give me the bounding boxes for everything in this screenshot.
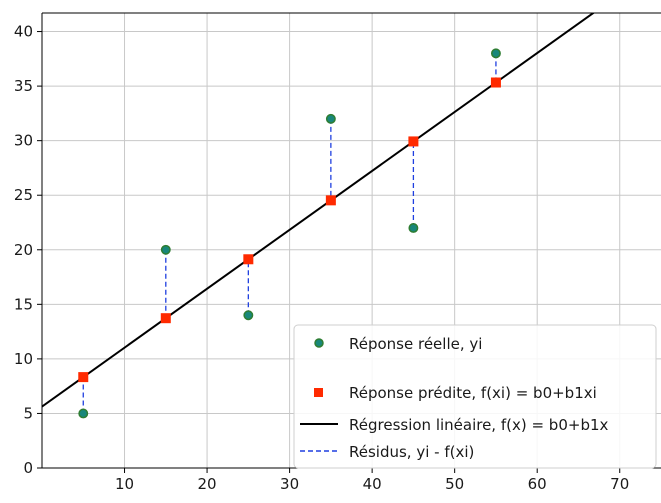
regression-line	[42, 13, 596, 408]
y-tick-label: 5	[23, 404, 33, 422]
predicted-point	[243, 254, 254, 265]
observed-point	[78, 408, 89, 419]
x-tick-label: 70	[610, 475, 629, 493]
observed-point	[243, 310, 254, 321]
y-tick-label: 30	[14, 132, 33, 150]
x-tick-label: 30	[280, 475, 299, 493]
legend-regression-label: Régression linéaire, f(x) = b0+b1x	[349, 416, 609, 434]
regression-series	[42, 13, 596, 408]
predicted-point	[408, 136, 419, 147]
y-tick-label: 0	[23, 459, 33, 477]
y-tick-label: 10	[14, 350, 33, 368]
predicted-point	[490, 77, 501, 88]
legend-predicted-marker	[314, 388, 323, 397]
x-tick-label: 20	[198, 475, 217, 493]
legend-observed-marker	[314, 338, 324, 348]
legend-box	[293, 324, 657, 469]
predicted-point	[325, 195, 336, 206]
y-tick-label: 35	[14, 77, 33, 95]
x-tick-label: 40	[363, 475, 382, 493]
plot-area	[42, 13, 596, 419]
legend-observed-label: Réponse réelle, yi	[349, 335, 482, 353]
residual-series	[82, 53, 497, 414]
x-tick-label: 50	[445, 475, 464, 493]
observed-point	[325, 113, 336, 124]
y-tick-label: 15	[14, 295, 33, 313]
x-tick-label: 10	[115, 475, 134, 493]
observed-series	[78, 48, 501, 419]
y-tick-label: 25	[14, 186, 33, 204]
observed-point	[160, 244, 171, 255]
grid-lines	[42, 13, 661, 469]
predicted-series	[78, 77, 501, 383]
y-tick-label: 20	[14, 241, 33, 259]
legend-residual-label: Résidus, yi - f(xi)	[349, 443, 474, 461]
observed-point	[490, 48, 501, 59]
tick-labels: 10 20 30 40 50 60 70 0 5 10 15 20 25 30 35 40	[14, 23, 629, 493]
predicted-point	[160, 313, 171, 324]
predicted-point	[78, 372, 89, 383]
x-tick-label: 60	[528, 475, 547, 493]
y-tick-label: 40	[14, 23, 33, 41]
legend-predicted-label: Réponse prédite, f(xi) = b0+b1xi	[349, 384, 597, 402]
observed-point	[408, 223, 419, 233]
legend: Réponse réelle, yi Réponse prédite, f(xi…	[293, 324, 657, 469]
